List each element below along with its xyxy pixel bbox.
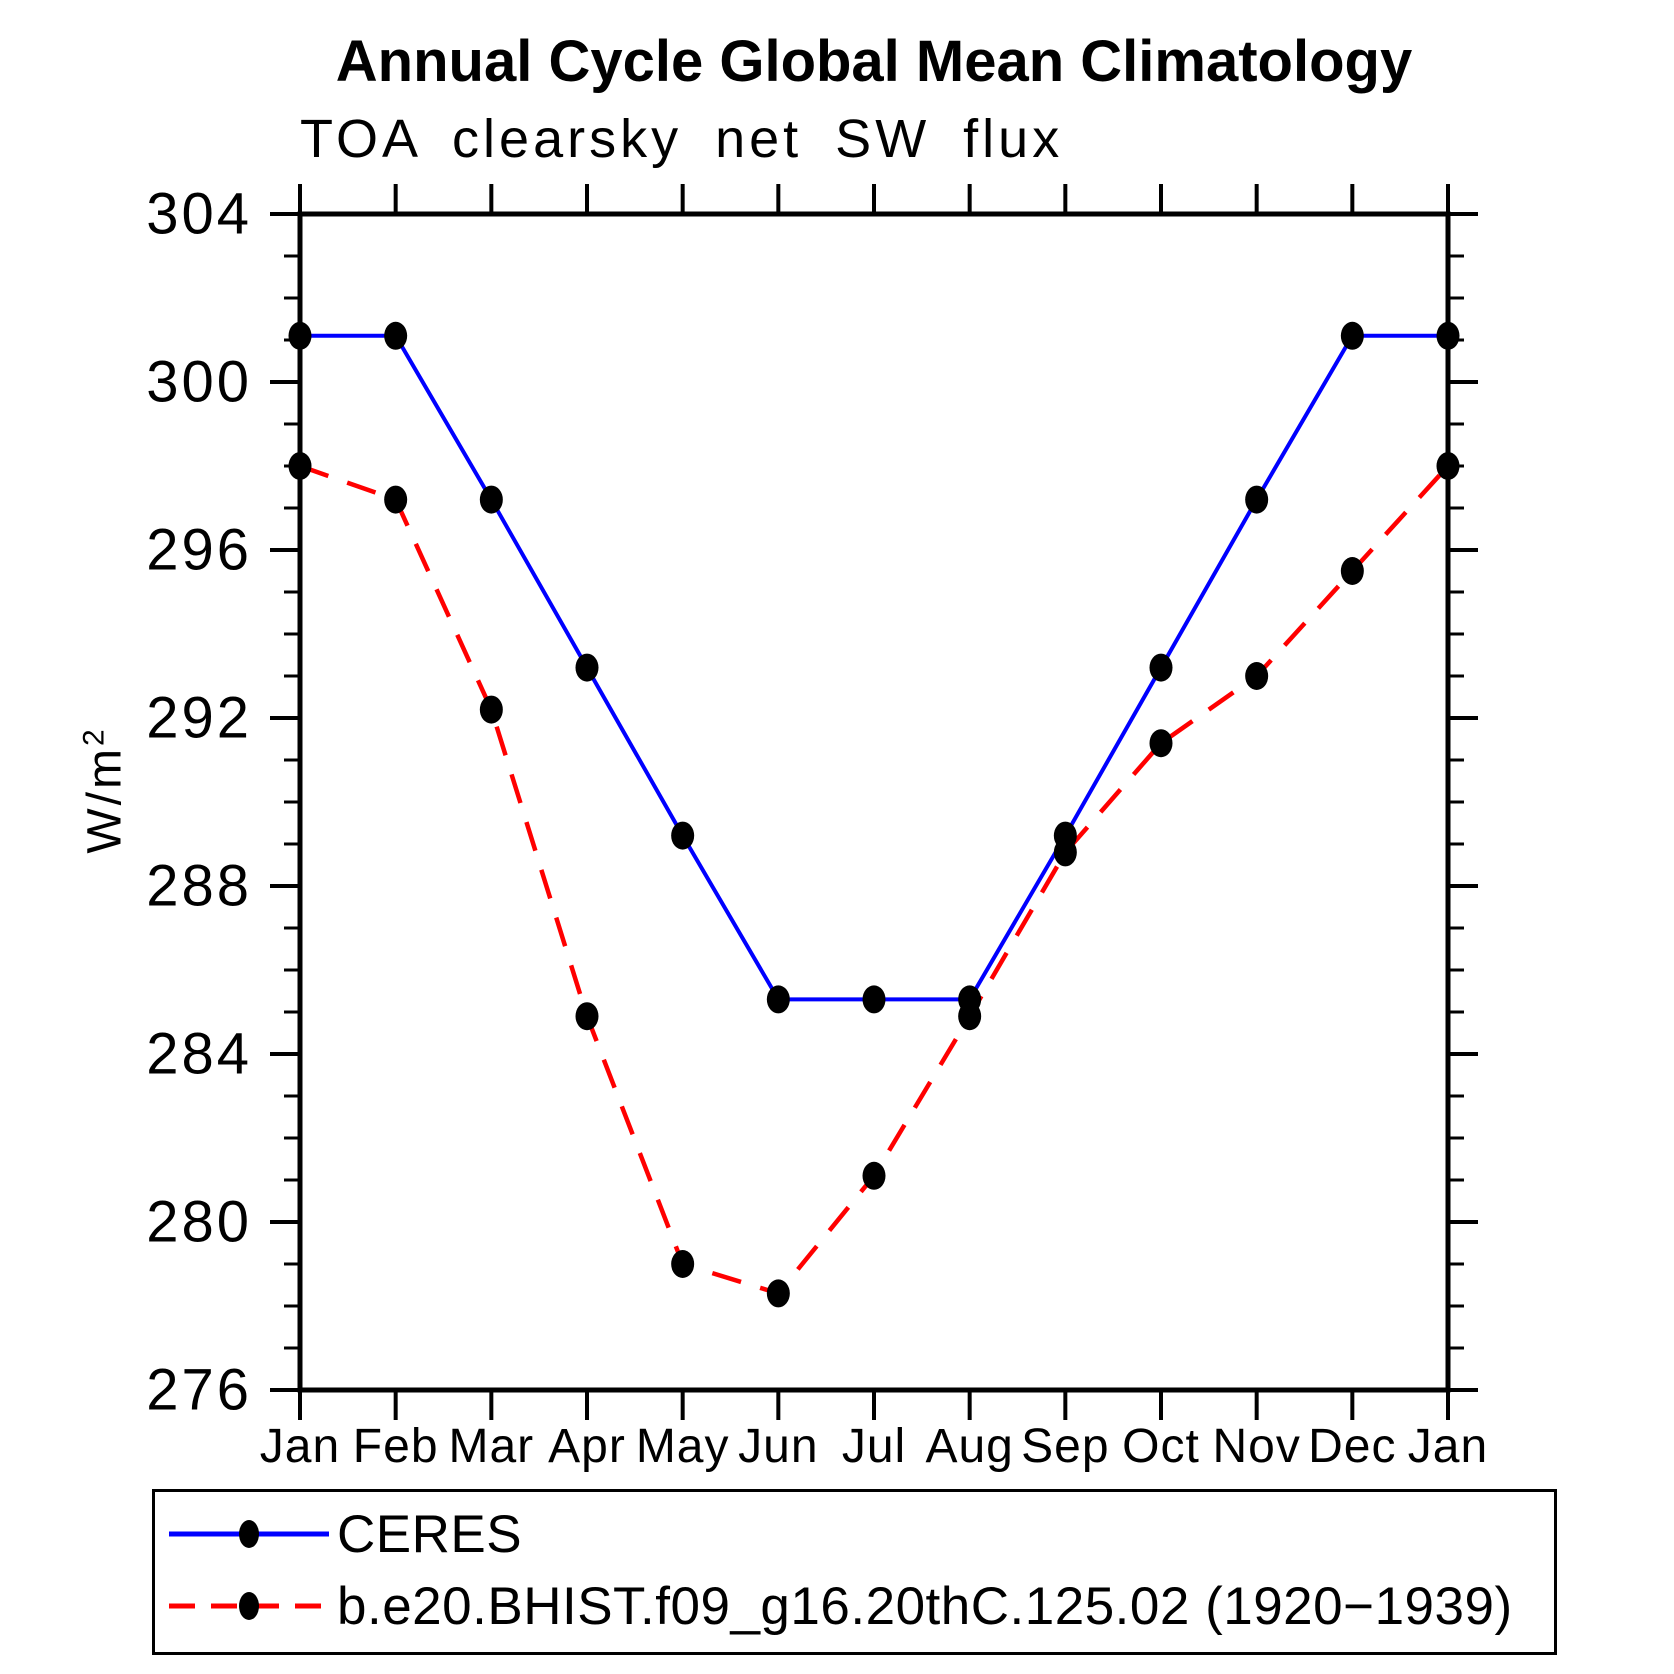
x-tick-label: Jul bbox=[842, 1420, 906, 1473]
data-point-marker bbox=[288, 321, 312, 350]
y-tick-label: 296 bbox=[146, 518, 252, 583]
legend-entry-model: b.e20.BHIST.f09_g16.20thC.125.02 (1920−1… bbox=[165, 1576, 1513, 1636]
x-tick-label: Dec bbox=[1308, 1420, 1396, 1473]
y-tick-label: 280 bbox=[146, 1190, 252, 1255]
data-point-marker bbox=[1245, 662, 1269, 690]
series-line-ceres bbox=[300, 333, 1448, 1002]
data-point-marker bbox=[479, 485, 503, 514]
y-tick-label: 288 bbox=[146, 854, 252, 919]
data-point-marker bbox=[288, 452, 312, 480]
data-point-marker bbox=[1340, 557, 1364, 585]
chart-title: Annual Cycle Global Mean Climatology bbox=[335, 29, 1413, 94]
data-point-marker bbox=[575, 653, 599, 682]
x-tick-label: Jan bbox=[1408, 1420, 1488, 1473]
x-tick-label: Jan bbox=[260, 1420, 340, 1473]
data-point-marker bbox=[766, 1279, 790, 1308]
y-tick-label: 284 bbox=[146, 1022, 252, 1087]
data-point-marker bbox=[671, 1250, 695, 1278]
data-point-marker bbox=[479, 695, 503, 724]
data-point-marker bbox=[862, 985, 886, 1014]
data-point-marker bbox=[1053, 838, 1077, 867]
y-tick-label: 292 bbox=[146, 686, 252, 751]
legend: CERES b.e20.BHIST.f09_g16.20thC.125.02 (… bbox=[152, 1489, 1557, 1655]
data-point-marker bbox=[575, 1002, 599, 1031]
legend-sample-solid-line bbox=[169, 1520, 329, 1548]
data-point-marker bbox=[1149, 653, 1173, 682]
x-tick-label: Mar bbox=[448, 1420, 534, 1473]
legend-label-model: b.e20.BHIST.f09_g16.20thC.125.02 (1920−1… bbox=[337, 1576, 1513, 1636]
data-point-marker bbox=[671, 821, 695, 850]
x-tick-label: Feb bbox=[353, 1420, 439, 1473]
x-tick-label: Aug bbox=[925, 1420, 1013, 1473]
data-point-marker bbox=[1340, 321, 1364, 350]
legend-label-ceres: CERES bbox=[337, 1504, 523, 1564]
legend-sample-dashed-line bbox=[169, 1592, 329, 1620]
data-point-marker bbox=[766, 985, 790, 1014]
data-point-marker bbox=[1436, 321, 1460, 350]
x-tick-label: Oct bbox=[1122, 1420, 1200, 1473]
data-point-marker bbox=[1149, 729, 1173, 758]
data-point-marker bbox=[1245, 485, 1269, 514]
data-point-marker bbox=[1436, 452, 1460, 480]
data-point-marker bbox=[862, 1161, 886, 1190]
legend-marker-icon bbox=[239, 1520, 259, 1548]
x-tick-label: Sep bbox=[1021, 1420, 1109, 1473]
y-tick-label: 304 bbox=[146, 182, 252, 247]
data-point-marker bbox=[384, 321, 408, 350]
legend-marker-icon bbox=[239, 1592, 259, 1620]
y-tick-label: 276 bbox=[146, 1358, 252, 1423]
chart-subtitle: TOA clearsky net SW flux bbox=[300, 109, 1064, 169]
legend-entry-ceres: CERES bbox=[165, 1504, 523, 1564]
data-point-marker bbox=[384, 485, 408, 514]
data-point-marker bbox=[958, 1002, 982, 1031]
x-tick-label: Apr bbox=[548, 1420, 626, 1473]
x-tick-label: Nov bbox=[1212, 1420, 1300, 1473]
y-tick-label: 300 bbox=[146, 350, 252, 415]
x-tick-label: Jun bbox=[738, 1420, 818, 1473]
plot-box bbox=[297, 211, 1451, 1393]
x-tick-label: May bbox=[636, 1420, 730, 1473]
